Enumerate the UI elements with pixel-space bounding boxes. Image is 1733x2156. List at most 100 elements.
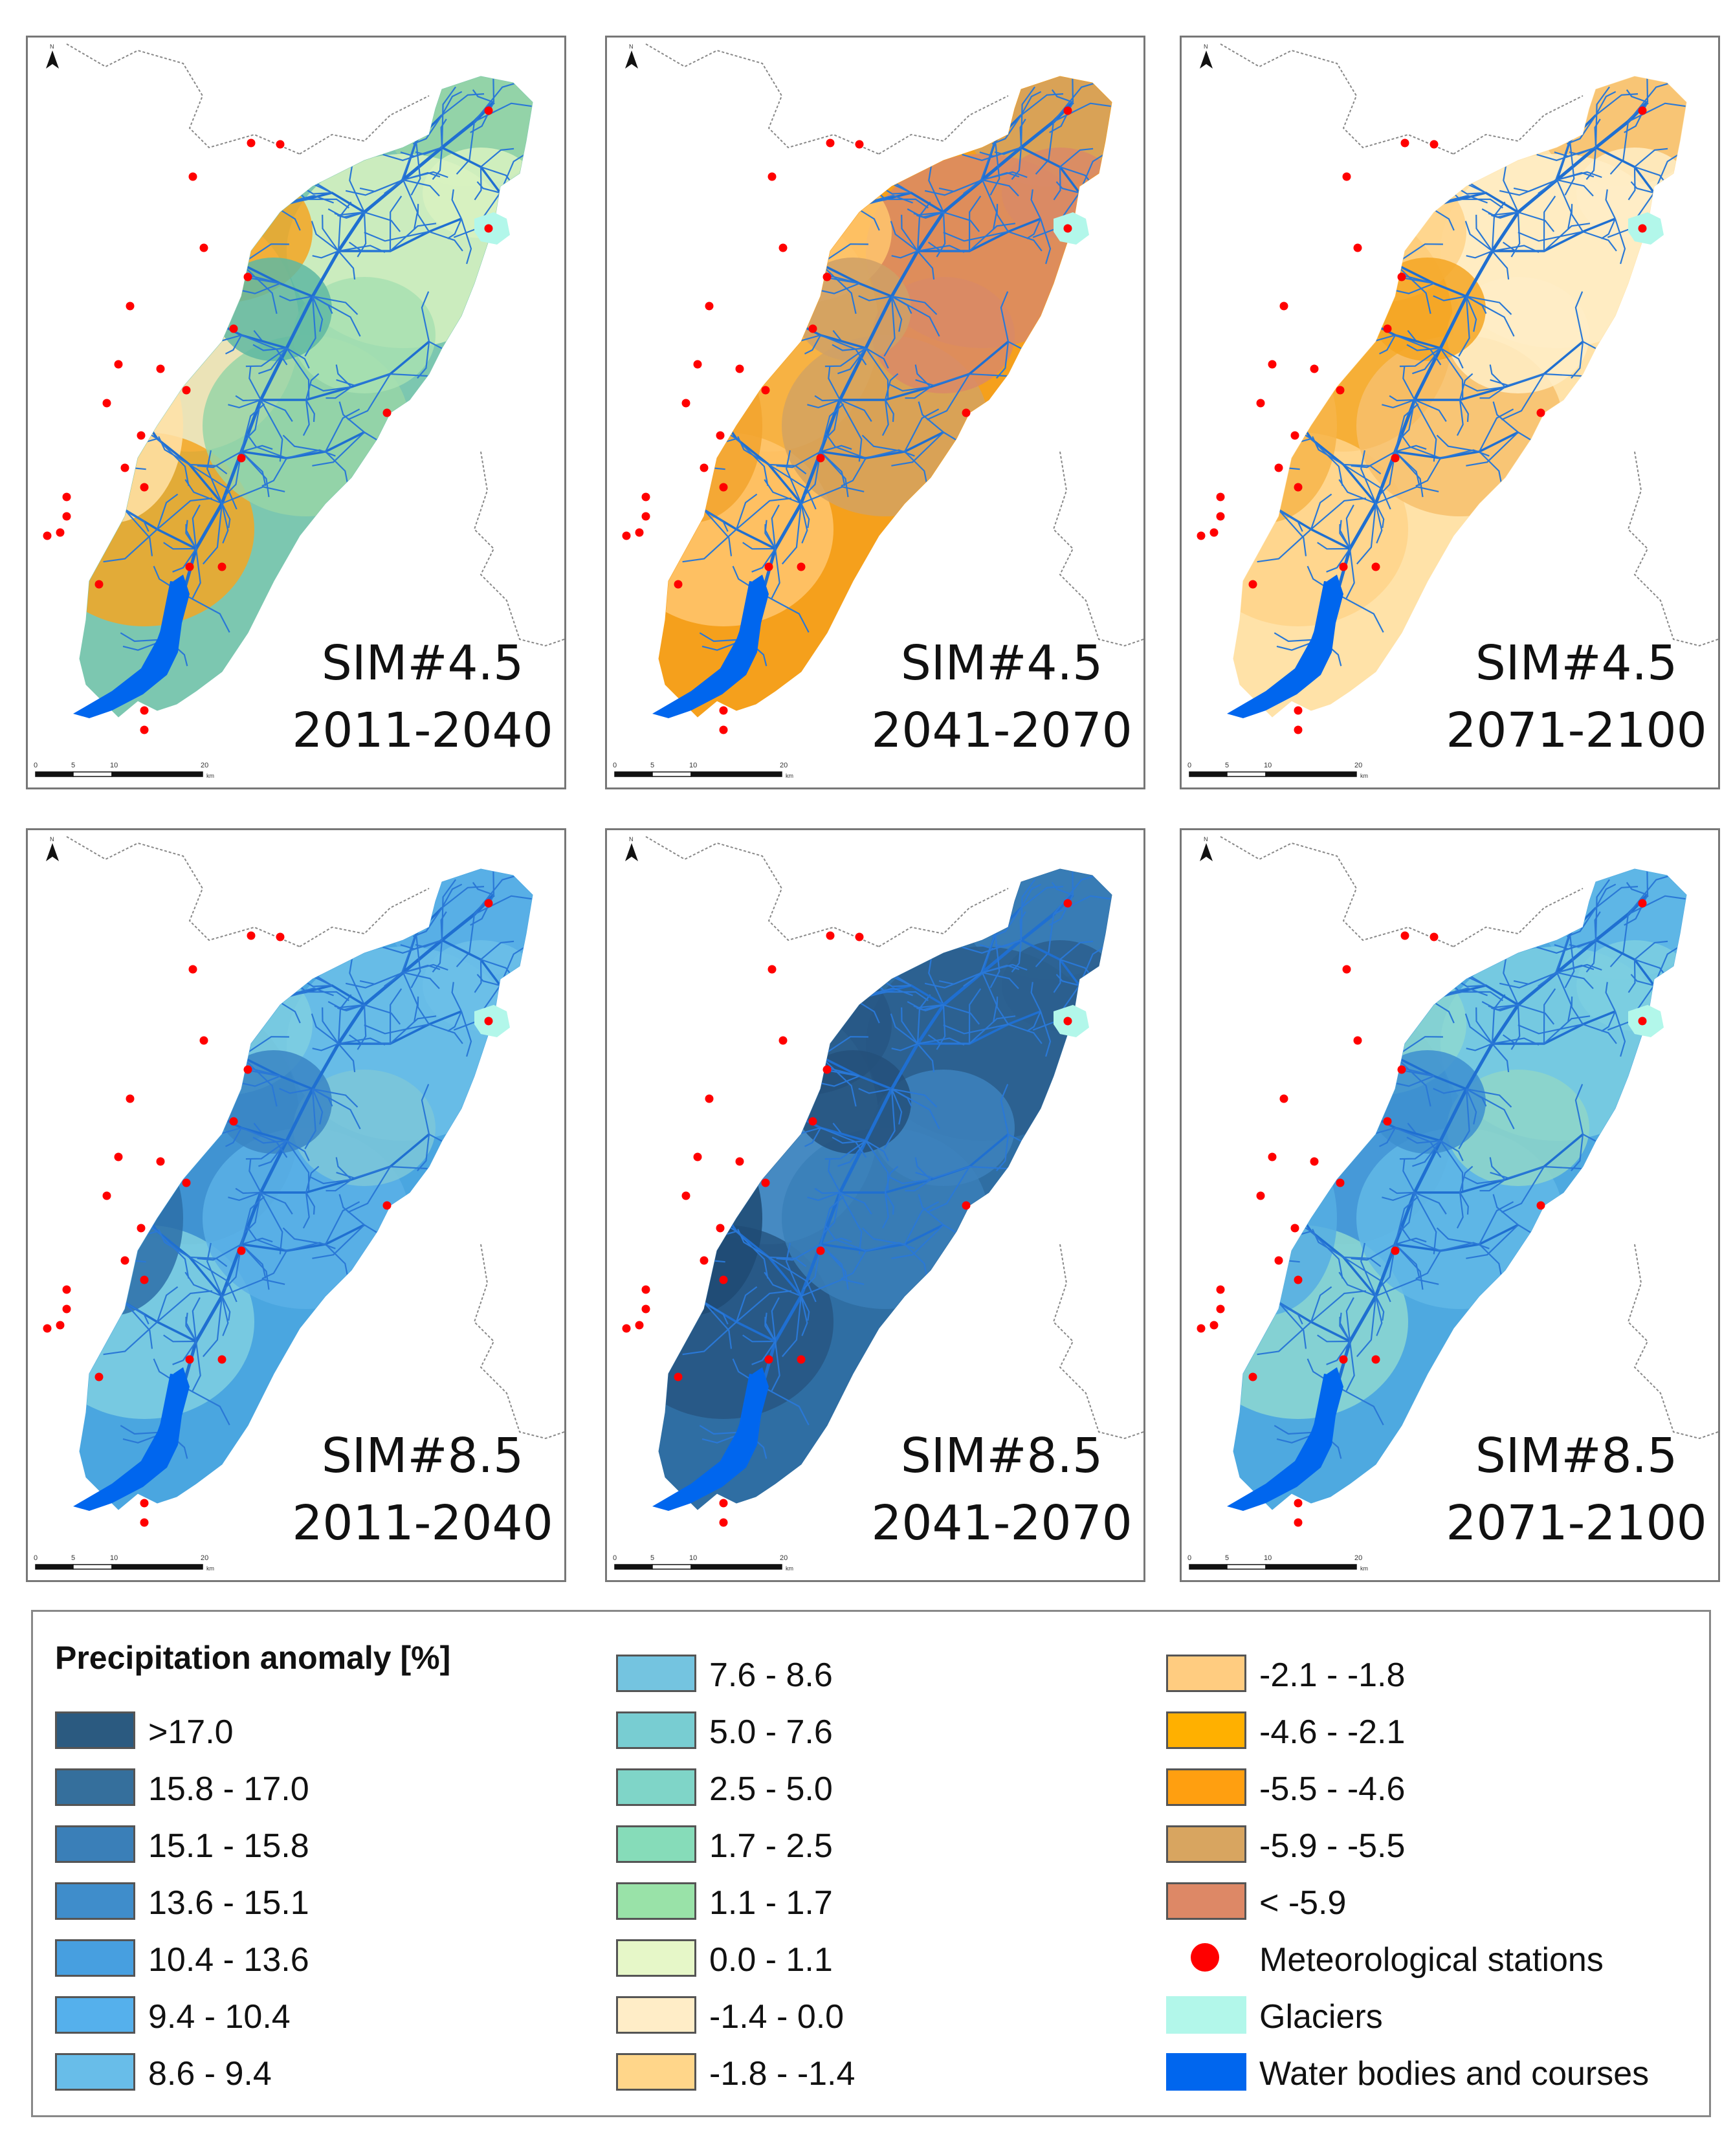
river-tributary: [1362, 223, 1398, 245]
meteorological-station-dot: [1536, 408, 1545, 417]
river-tributary: [904, 1201, 940, 1245]
river-tributary: [124, 1302, 153, 1349]
meteorological-station-dot: [1400, 931, 1409, 940]
river-tributary: [781, 303, 807, 316]
river-tributary: [456, 121, 476, 175]
river-tributary: [768, 464, 817, 510]
legend-label: 2.5 - 5.0: [709, 1770, 833, 1808]
meteorological-station-dot: [719, 706, 728, 715]
river-tributary: [1011, 147, 1022, 181]
meteorological-station-dot: [719, 1499, 728, 1508]
river-tributary: [1300, 181, 1331, 232]
river-tributary: [1312, 1229, 1344, 1258]
river-tributary: [80, 1259, 126, 1303]
legend-swatch: [616, 1825, 696, 1863]
river-tributary: [441, 879, 456, 941]
river-tributary: [861, 1227, 905, 1246]
river-tributary: [996, 1134, 1010, 1172]
meteorological-station-dot: [674, 1372, 683, 1381]
river-tributary: [322, 1007, 339, 1044]
river-tributary: [924, 179, 983, 196]
river-tributary: [1456, 1192, 1464, 1229]
legend-item: 15.1 - 15.8: [55, 1825, 573, 1865]
river-tributary: [788, 1016, 824, 1038]
river-tributary: [1541, 904, 1571, 934]
meteorological-station-dot: [382, 1201, 392, 1210]
river-tributary: [917, 1043, 935, 1073]
meteorological-station-dot: [126, 302, 135, 311]
meteorological-station-dot: [1294, 1275, 1303, 1284]
river-tributary: [800, 1295, 810, 1321]
river-tributary: [163, 1334, 197, 1343]
river-tributary: [1479, 408, 1514, 452]
meteorological-station-dot: [1209, 528, 1219, 537]
river-tributary: [286, 1140, 310, 1161]
meteorological-station-dot: [1638, 899, 1647, 908]
river-tributary: [305, 1165, 320, 1193]
river-tributary: [659, 297, 672, 324]
river-tributary: [679, 1153, 691, 1213]
north-arrow-icon: [1200, 843, 1213, 861]
meteorological-station-dot: [1216, 492, 1225, 501]
legend-label: 7.6 - 8.6: [709, 1656, 833, 1694]
river-tributary: [807, 399, 841, 409]
river-tributary: [891, 296, 912, 314]
meteorological-station-dot: [826, 931, 835, 940]
river-tributary: [325, 1244, 349, 1278]
river-tributary: [1501, 1166, 1545, 1213]
river-tributary: [724, 1036, 789, 1050]
legend-label: 1.1 - 1.7: [709, 1884, 833, 1922]
basin-map: N 0 5 10 20 km: [1187, 836, 1718, 1572]
meteorological-station-dot: [1209, 1321, 1219, 1330]
river-tributary: [403, 963, 448, 974]
river-tributary: [884, 373, 899, 401]
river-tributary: [80, 483, 100, 509]
river-tributary: [476, 974, 501, 987]
river-tributary: [1397, 399, 1416, 441]
river-tributary: [991, 907, 1022, 938]
river-tributary: [417, 996, 430, 1025]
meteorological-station-dot: [43, 531, 52, 540]
river-course: [820, 1224, 944, 1252]
river-tributary: [157, 1290, 213, 1323]
river-tributary: [1595, 91, 1617, 116]
river-tributary: [710, 1191, 739, 1204]
river-tributary: [1475, 214, 1493, 252]
river-tributary: [671, 1114, 691, 1131]
meteorological-station-dot: [56, 528, 65, 537]
river-tributary: [1458, 296, 1470, 357]
river-tributary: [768, 463, 807, 475]
north-label: N: [629, 836, 634, 842]
river-tributary: [103, 529, 158, 563]
river-tributary: [260, 399, 283, 462]
legend-item: Meteorological stations: [1166, 1939, 1684, 1979]
river-tributary: [415, 939, 443, 948]
river-tributary: [1030, 189, 1041, 219]
scale-bar-segment: [652, 1564, 692, 1570]
meteorological-station-dot: [705, 302, 714, 311]
river-tributary: [304, 296, 316, 357]
river-tributary: [223, 1244, 243, 1290]
river-tributary: [118, 994, 177, 1026]
legend-label: -2.1 - -1.8: [1259, 1656, 1406, 1694]
meteorological-station-dot: [484, 224, 493, 233]
legend-swatch: [55, 1882, 135, 1920]
river-tributary: [1582, 230, 1617, 252]
meteorological-station-dot: [1197, 531, 1206, 540]
national-border: [66, 43, 564, 647]
river-tributary: [182, 593, 230, 633]
scale-bar: 0 5 10 20 km: [1187, 762, 1368, 779]
river-tributary: [412, 907, 443, 938]
river-tributary: [1317, 302, 1348, 349]
river-tributary: [221, 1295, 229, 1336]
river-tributary: [926, 1166, 970, 1213]
river-tributary: [403, 171, 448, 181]
scale-bar-segment: [35, 1564, 74, 1570]
meteorological-station-dot: [1638, 1017, 1647, 1026]
river-tributary: [441, 886, 485, 908]
river-course: [1395, 431, 1519, 459]
meteorological-station-dot: [681, 399, 690, 408]
river-tributary: [1389, 395, 1415, 402]
river-tributary: [311, 296, 324, 332]
river-tributary: [302, 1192, 310, 1229]
